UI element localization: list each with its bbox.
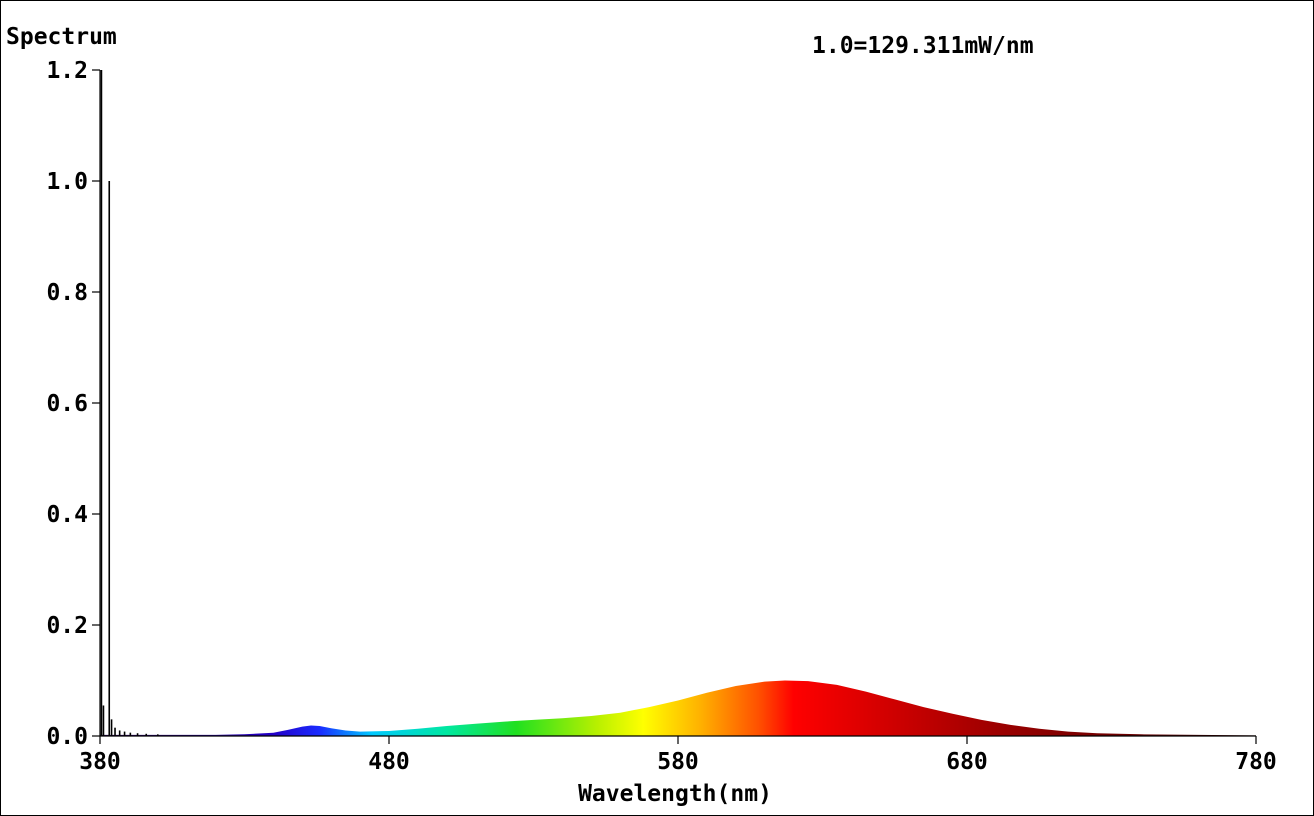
- y-tick-label: 0.2: [46, 613, 88, 639]
- y-tick-label: 0.0: [46, 724, 88, 750]
- y-tick-label: 0.6: [46, 391, 88, 417]
- x-tick-label: 680: [946, 749, 988, 775]
- x-tick-label: 480: [368, 749, 410, 775]
- emission-spikes: [100, 70, 159, 736]
- axes: [99, 70, 1256, 737]
- x-tick-label: 580: [657, 749, 699, 775]
- spectrum-area: [100, 680, 1256, 736]
- y-tick-label: 0.8: [46, 280, 88, 306]
- y-tick-label: 0.4: [46, 502, 88, 528]
- spectrum-fill: [100, 680, 1256, 736]
- chart-title: Spectrum: [6, 24, 117, 50]
- x-tick-label: 780: [1235, 749, 1277, 775]
- y-tick-label: 1.0: [46, 169, 88, 195]
- x-axis-label: Wavelength(nm): [578, 781, 772, 807]
- x-tick-label: 380: [79, 749, 121, 775]
- y-tick-label: 1.2: [46, 58, 88, 84]
- x-axis-ticks: 380 480 580 680 780: [79, 736, 1277, 775]
- y-axis-ticks: 0.0 0.2 0.4 0.6 0.8 1.0 1.2: [46, 58, 100, 750]
- scale-annotation: 1.0=129.311mW/nm: [812, 33, 1034, 59]
